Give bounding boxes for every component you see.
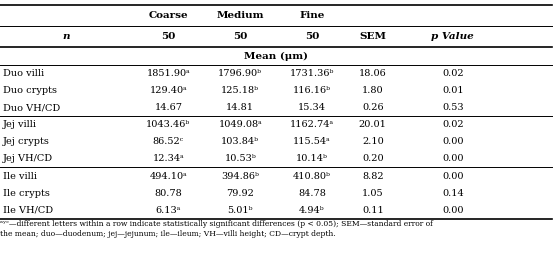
Text: 1851.90ᵃ: 1851.90ᵃ	[147, 69, 190, 78]
Text: Jej VH/CD: Jej VH/CD	[3, 154, 53, 163]
Text: ᵃʸᶜ—different letters within a row indicate statistically significant difference: ᵃʸᶜ—different letters within a row indic…	[0, 220, 433, 238]
Text: 0.00: 0.00	[442, 171, 463, 181]
Text: 10.14ᵇ: 10.14ᵇ	[296, 154, 328, 163]
Text: 494.10ᵃ: 494.10ᵃ	[149, 171, 187, 181]
Text: 1.80: 1.80	[362, 86, 384, 95]
Text: 116.16ᵇ: 116.16ᵇ	[293, 86, 331, 95]
Text: 0.20: 0.20	[362, 154, 384, 163]
Text: 4.94ᵇ: 4.94ᵇ	[299, 206, 325, 215]
Text: 2.10: 2.10	[362, 137, 384, 146]
Text: Duo villi: Duo villi	[3, 69, 44, 78]
Text: Ile villi: Ile villi	[3, 171, 37, 181]
Text: 80.78: 80.78	[154, 188, 182, 198]
Text: Coarse: Coarse	[149, 11, 188, 21]
Text: 0.26: 0.26	[362, 103, 384, 112]
Text: 0.00: 0.00	[442, 137, 463, 146]
Text: 1162.74ᵃ: 1162.74ᵃ	[290, 120, 334, 129]
Text: Duo VH/CD: Duo VH/CD	[3, 103, 60, 112]
Text: Fine: Fine	[299, 11, 325, 21]
Text: 20.01: 20.01	[359, 120, 387, 129]
Text: Jej crypts: Jej crypts	[3, 137, 49, 146]
Text: 1796.90ᵇ: 1796.90ᵇ	[218, 69, 262, 78]
Text: Jej villi: Jej villi	[3, 120, 37, 129]
Text: 129.40ᵃ: 129.40ᵃ	[149, 86, 187, 95]
Text: Mean (μm): Mean (μm)	[244, 52, 308, 61]
Text: 0.02: 0.02	[442, 120, 463, 129]
Text: p Value: p Value	[431, 32, 474, 42]
Text: 0.01: 0.01	[442, 86, 463, 95]
Text: 50: 50	[162, 32, 175, 42]
Text: SEM: SEM	[359, 32, 386, 42]
Text: 15.34: 15.34	[298, 103, 326, 112]
Text: 86.52ᶜ: 86.52ᶜ	[153, 137, 184, 146]
Text: 410.80ᵇ: 410.80ᵇ	[293, 171, 331, 181]
Text: Ile VH/CD: Ile VH/CD	[3, 206, 53, 215]
Text: 103.84ᵇ: 103.84ᵇ	[221, 137, 259, 146]
Text: 0.02: 0.02	[442, 69, 463, 78]
Text: 1049.08ᵃ: 1049.08ᵃ	[218, 120, 262, 129]
Text: Ile crypts: Ile crypts	[3, 188, 49, 198]
Text: 50: 50	[233, 32, 248, 42]
Text: 10.53ᵇ: 10.53ᵇ	[224, 154, 256, 163]
Text: 1.05: 1.05	[362, 188, 384, 198]
Text: 79.92: 79.92	[226, 188, 254, 198]
Text: 84.78: 84.78	[298, 188, 326, 198]
Text: 394.86ᵇ: 394.86ᵇ	[221, 171, 259, 181]
Text: 0.14: 0.14	[442, 188, 464, 198]
Text: 6.13ᵃ: 6.13ᵃ	[156, 206, 181, 215]
Text: 8.82: 8.82	[362, 171, 384, 181]
Text: 1731.36ᵇ: 1731.36ᵇ	[290, 69, 334, 78]
Text: 115.54ᵃ: 115.54ᵃ	[293, 137, 331, 146]
Text: Medium: Medium	[216, 11, 264, 21]
Text: 5.01ᵇ: 5.01ᵇ	[228, 206, 253, 215]
Text: 0.00: 0.00	[442, 206, 463, 215]
Text: 0.00: 0.00	[442, 154, 463, 163]
Text: 1043.46ᵇ: 1043.46ᵇ	[147, 120, 190, 129]
Text: 50: 50	[305, 32, 319, 42]
Text: 0.53: 0.53	[442, 103, 463, 112]
Text: 125.18ᵇ: 125.18ᵇ	[221, 86, 259, 95]
Text: 18.06: 18.06	[359, 69, 387, 78]
Text: 14.81: 14.81	[226, 103, 254, 112]
Text: 14.67: 14.67	[154, 103, 183, 112]
Text: 12.34ᵃ: 12.34ᵃ	[153, 154, 184, 163]
Text: Duo crypts: Duo crypts	[3, 86, 57, 95]
Text: 0.11: 0.11	[362, 206, 384, 215]
Text: n: n	[63, 32, 70, 42]
